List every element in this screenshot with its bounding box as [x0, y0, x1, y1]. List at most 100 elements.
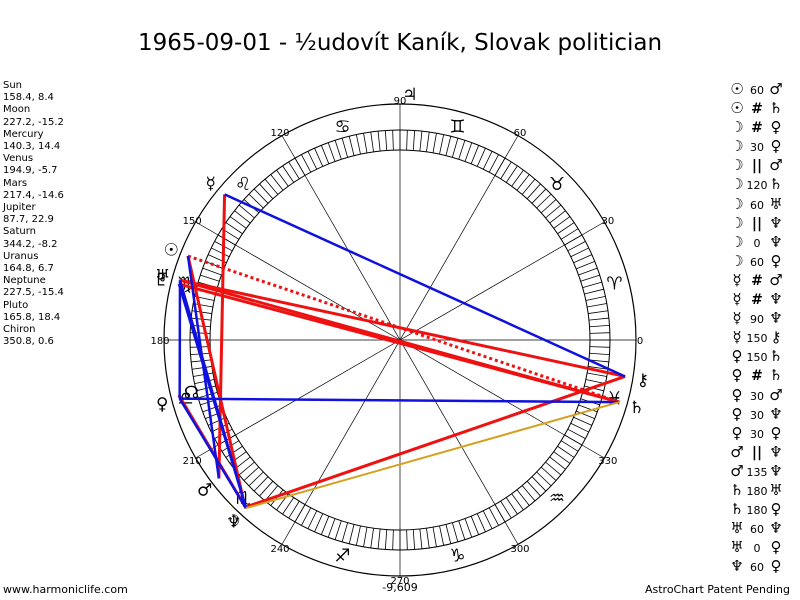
degree-tick	[341, 522, 349, 542]
degree-tick	[426, 131, 430, 152]
degree-tick	[557, 222, 575, 235]
planet-name-pluto: Pluto	[3, 299, 29, 311]
degree-tick	[545, 204, 562, 219]
degree-tick	[355, 525, 361, 546]
aspect-planet-glyph: ♆	[769, 213, 783, 232]
aspect-type: 180	[746, 484, 768, 498]
degree-tick	[334, 520, 342, 540]
degree-label: 270	[390, 576, 409, 587]
degree-tick	[540, 466, 557, 481]
degree-tick	[500, 161, 512, 180]
degree-tick	[560, 228, 579, 240]
degree-tick	[588, 310, 609, 314]
degree-tick	[553, 216, 571, 229]
degree-tick	[238, 461, 255, 476]
degree-tick	[505, 497, 518, 515]
aspect-type: 90	[750, 313, 764, 327]
degree-tick	[225, 445, 243, 458]
aspect-type: 30	[750, 141, 764, 155]
degree-tick	[464, 142, 473, 162]
aspect-planet-glyph: ☉	[730, 99, 744, 118]
degree-tick	[584, 288, 604, 295]
aspect-line	[178, 282, 620, 404]
aspect-type: 180	[746, 504, 768, 518]
aspect-planet-glyph: ☽	[730, 156, 744, 175]
degree-tick	[301, 507, 312, 526]
aspect-row: ☽ || ♆	[728, 214, 784, 233]
aspect-row: ☽ # ♀	[728, 118, 784, 137]
degree-tick	[327, 518, 336, 538]
aspect-planet-glyph: ♀	[770, 500, 782, 519]
aspect-row: ♄ 180 ♅	[728, 481, 784, 500]
aspect-row: ☉ 60 ♂	[728, 80, 784, 99]
aspect-planet-glyph: ☿	[732, 270, 742, 289]
aspect-planet-glyph: ☽	[730, 137, 744, 156]
degree-tick	[589, 324, 610, 328]
degree-tick	[570, 247, 589, 258]
planet-coords-moon: 227.2, -15.2	[3, 116, 64, 128]
aspect-type: #	[751, 292, 763, 309]
aspect-line	[178, 397, 248, 509]
degree-tick	[573, 416, 593, 426]
degree-label: 90	[394, 96, 407, 107]
planet-sun-icon: ☉	[164, 240, 179, 260]
degree-tick	[589, 346, 610, 348]
degree-tick	[248, 471, 264, 487]
aspect-planet-glyph: ♂	[769, 385, 783, 404]
degree-tick	[191, 366, 212, 370]
aspect-type: 30	[750, 389, 764, 403]
degree-tick	[370, 131, 374, 152]
planet-pluto-icon: ♇	[154, 271, 169, 291]
degree-tick	[516, 174, 530, 191]
aspect-planet-glyph: ♄	[769, 347, 783, 366]
degree-tick	[412, 529, 416, 550]
degree-tick	[576, 260, 595, 270]
degree-tick	[288, 500, 300, 519]
degree-tick	[516, 489, 530, 506]
planet-name-saturn: Saturn	[3, 226, 37, 238]
planet-coords-pluto: 165.8, 18.4	[3, 311, 61, 323]
aspect-row: ♀ # ♄	[728, 366, 784, 385]
aspect-type: #	[751, 272, 763, 289]
degree-tick	[482, 510, 493, 529]
degree-tick	[307, 510, 318, 529]
degree-label: 240	[270, 544, 289, 555]
planet-name-moon: Moon	[3, 104, 31, 116]
degree-tick	[282, 497, 295, 515]
aspect-type: #	[751, 120, 763, 137]
aspect-line	[177, 283, 248, 509]
aspect-row: ☿ 150 ⚷	[728, 328, 784, 347]
degree-tick	[476, 513, 486, 533]
aspect-row: ♀ 30 ♂	[728, 386, 784, 405]
site-link[interactable]: www.harmoniclife.com	[3, 583, 128, 596]
degree-tick	[531, 476, 547, 492]
degree-tick	[314, 513, 324, 533]
planet-coords-uranus: 164.8, 6.7	[3, 263, 54, 275]
aspect-planet-glyph: ♆	[769, 290, 783, 309]
degree-tick	[580, 274, 600, 282]
degree-tick	[363, 133, 368, 153]
aspect-planet-glyph: ♄	[769, 175, 783, 194]
degree-tick	[259, 480, 274, 497]
aspect-type: #	[751, 368, 763, 385]
degree-tick	[488, 507, 499, 526]
degree-tick	[229, 216, 247, 229]
degree-tick	[314, 147, 324, 167]
degree-tick	[445, 524, 452, 544]
zodiac-sign-icon: ♒	[549, 488, 565, 509]
aspect-line	[217, 194, 227, 479]
planet-coords-chiron: 350.8, 0.6	[3, 336, 54, 348]
degree-tick	[567, 241, 586, 252]
degree-tick	[476, 147, 486, 167]
aspect-row: ☽ 60 ♅	[728, 195, 784, 214]
planet-coords-saturn: 344.2, -8.2	[3, 238, 58, 250]
aspect-type: 150	[746, 351, 768, 365]
aspect-row: ♆ 60 ♀	[728, 557, 784, 576]
aspect-row: ♂ 135 ♆	[728, 462, 784, 481]
degree-tick	[536, 471, 552, 487]
planet-coords-neptune: 227.5, -15.4	[3, 287, 64, 299]
aspect-planet-glyph: ♀	[731, 366, 743, 385]
aspect-row: ☽ 120 ♄	[728, 175, 784, 194]
aspect-planet-glyph: ☽	[730, 251, 744, 270]
